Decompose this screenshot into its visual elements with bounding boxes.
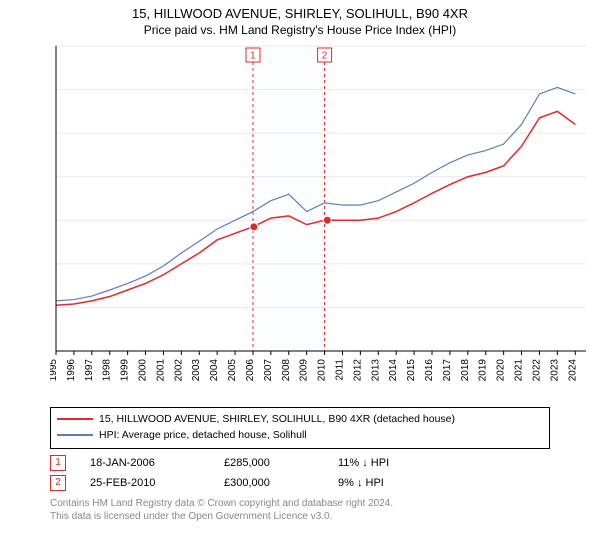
- sale-price: £285,000: [224, 457, 314, 469]
- footer-line-1: Contains HM Land Registry data © Crown c…: [50, 497, 550, 510]
- svg-text:2001: 2001: [155, 359, 166, 382]
- svg-text:2016: 2016: [424, 359, 435, 382]
- svg-text:2005: 2005: [227, 359, 238, 382]
- footer-attribution: Contains HM Land Registry data © Crown c…: [50, 497, 550, 523]
- svg-text:2009: 2009: [299, 359, 310, 382]
- chart-area: £0£100K£200K£300K£400K£500K£600K£700K121…: [50, 41, 590, 401]
- sale-marker-icon: 2: [50, 475, 66, 491]
- legend-label: 15, HILLWOOD AVENUE, SHIRLEY, SOLIHULL, …: [99, 413, 455, 425]
- line-chart-svg: £0£100K£200K£300K£400K£500K£600K£700K121…: [50, 41, 590, 401]
- svg-text:1995: 1995: [50, 359, 59, 382]
- sale-price: £300,000: [224, 477, 314, 489]
- sales-table: 1 18-JAN-2006 £285,000 11% ↓ HPI 2 25-FEB-201…: [50, 453, 550, 493]
- legend-item: 15, HILLWOOD AVENUE, SHIRLEY, SOLIHULL, …: [57, 412, 543, 428]
- sale-delta: 9% ↓ HPI: [338, 477, 384, 489]
- svg-text:2017: 2017: [442, 359, 453, 382]
- svg-text:2: 2: [322, 51, 328, 62]
- legend-item: HPI: Average price, detached house, Soli…: [57, 428, 543, 444]
- chart-subtitle: Price paid vs. HM Land Registry's House …: [0, 21, 600, 41]
- svg-text:2000: 2000: [138, 359, 149, 382]
- sale-row: 2 25-FEB-2010 £300,000 9% ↓ HPI: [50, 473, 550, 493]
- svg-text:2024: 2024: [567, 359, 578, 382]
- svg-text:2023: 2023: [549, 359, 560, 382]
- sale-date: 18-JAN-2006: [90, 457, 200, 469]
- svg-text:1997: 1997: [84, 359, 95, 382]
- sale-delta: 11% ↓ HPI: [338, 457, 389, 469]
- sale-marker-icon: 1: [50, 455, 66, 471]
- legend-swatch: [57, 418, 93, 420]
- svg-text:2007: 2007: [263, 359, 274, 382]
- svg-text:2013: 2013: [370, 359, 381, 382]
- svg-text:2015: 2015: [406, 359, 417, 382]
- svg-text:1998: 1998: [102, 359, 113, 382]
- svg-text:2006: 2006: [245, 359, 256, 382]
- chart-title: 15, HILLWOOD AVENUE, SHIRLEY, SOLIHULL, …: [0, 0, 600, 21]
- svg-text:1996: 1996: [66, 359, 77, 382]
- legend-swatch: [57, 434, 93, 436]
- svg-text:2022: 2022: [531, 359, 542, 382]
- svg-text:2004: 2004: [209, 359, 220, 382]
- svg-text:1: 1: [250, 51, 256, 62]
- footer-line-2: This data is licensed under the Open Gov…: [50, 510, 550, 523]
- sale-date: 25-FEB-2010: [90, 477, 200, 489]
- legend-label: HPI: Average price, detached house, Soli…: [99, 429, 307, 441]
- svg-text:2018: 2018: [460, 359, 471, 382]
- svg-text:2011: 2011: [334, 359, 345, 381]
- svg-text:1999: 1999: [120, 359, 131, 382]
- svg-text:2012: 2012: [352, 359, 363, 382]
- svg-text:2014: 2014: [388, 359, 399, 382]
- sale-row: 1 18-JAN-2006 £285,000 11% ↓ HPI: [50, 453, 550, 473]
- svg-text:2008: 2008: [281, 359, 292, 382]
- svg-text:2010: 2010: [317, 359, 328, 382]
- svg-text:2021: 2021: [514, 359, 525, 382]
- svg-text:2003: 2003: [191, 359, 202, 382]
- svg-text:2002: 2002: [173, 359, 184, 382]
- svg-text:2020: 2020: [496, 359, 507, 382]
- legend: 15, HILLWOOD AVENUE, SHIRLEY, SOLIHULL, …: [50, 407, 550, 449]
- svg-text:2019: 2019: [478, 359, 489, 382]
